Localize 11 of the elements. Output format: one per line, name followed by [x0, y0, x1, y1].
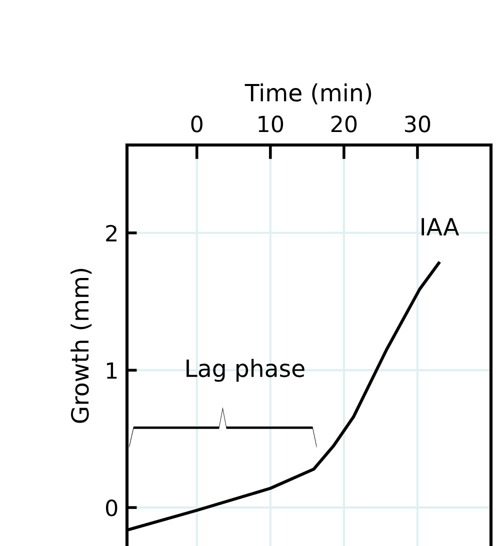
x-tick-label: 20 [331, 116, 357, 132]
x-tick-label: 0 [191, 116, 202, 132]
x-axis-title: Time (min) [244, 83, 372, 104]
y-tick-label: 2 [106, 224, 116, 242]
x-tick-label: 10 [258, 116, 284, 132]
y-tick-label: 1 [106, 362, 117, 379]
y-axis-title: Growth (mm) [70, 268, 92, 423]
annotation: IAA [422, 218, 460, 236]
x-tick-label: 30 [405, 116, 430, 132]
y-tick-label: 0 [106, 500, 118, 516]
annotation: Lag phase [186, 358, 304, 382]
